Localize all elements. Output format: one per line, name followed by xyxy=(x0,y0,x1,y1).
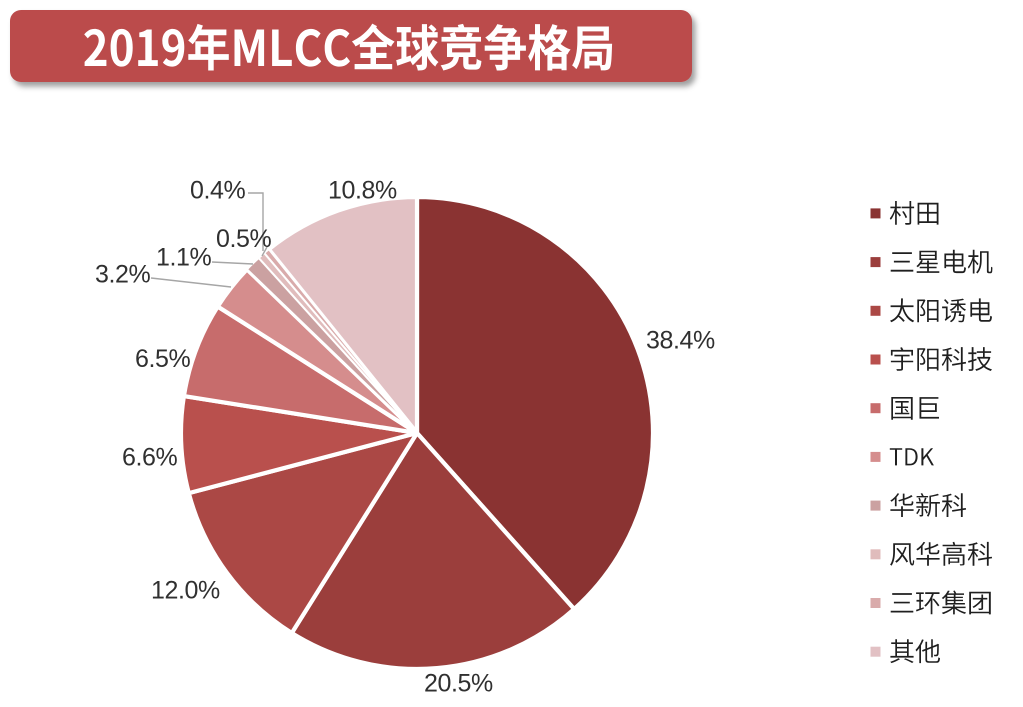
svg-text:38.4%: 38.4% xyxy=(646,327,715,355)
svg-text:0.5%: 0.5% xyxy=(216,225,272,253)
svg-text:20.5%: 20.5% xyxy=(424,670,493,698)
svg-text:6.6%: 6.6% xyxy=(122,444,178,472)
svg-text:12.0%: 12.0% xyxy=(151,577,220,605)
svg-text:10.8%: 10.8% xyxy=(328,177,397,205)
svg-text:3.2%: 3.2% xyxy=(95,261,151,289)
svg-text:6.5%: 6.5% xyxy=(135,345,191,373)
svg-text:1.1%: 1.1% xyxy=(156,244,212,272)
svg-text:0.4%: 0.4% xyxy=(190,177,246,205)
